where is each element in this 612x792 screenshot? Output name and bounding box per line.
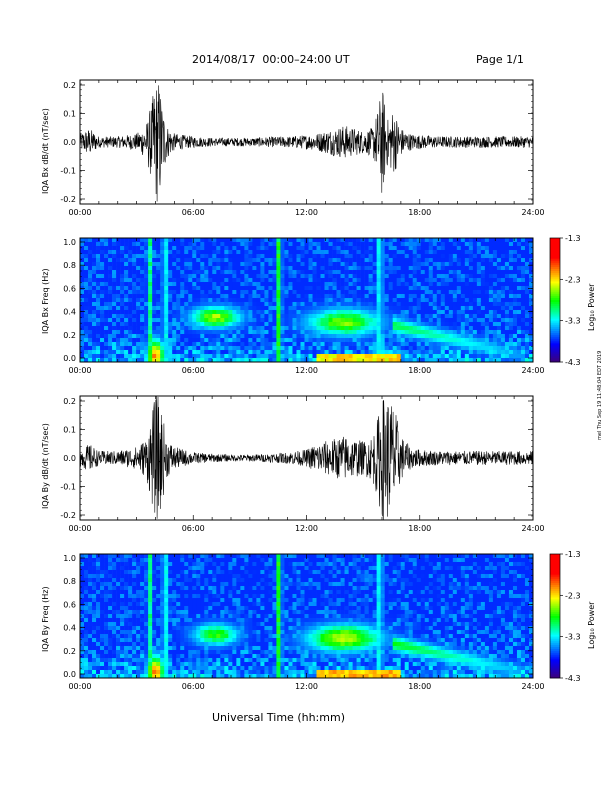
page-title: 2014/08/17 00:00–24:00 UT: [192, 53, 350, 66]
panel2-spectrogram: [80, 238, 534, 363]
panel4-ytick: 0.6: [63, 600, 76, 609]
colorbar-frame: [549, 553, 561, 679]
generation-stamp: mel Thu Sep 19 11:48:04 EDT 2019: [597, 350, 603, 440]
panel4-xtick: 00:00: [68, 682, 91, 691]
panel4-spectrogram: [80, 554, 534, 679]
panel1-ylabel: IQA Bx dB/dt (nT/sec): [41, 108, 50, 194]
panel4-xtick: 18:00: [408, 682, 431, 691]
panel3-trace: [79, 396, 534, 520]
panel4-xtick: 12:00: [295, 682, 318, 691]
panel2-ytick: 1.0: [63, 238, 76, 247]
panel1-axes: [79, 79, 534, 205]
panel2-axes: [79, 237, 534, 363]
x-axis-label: Universal Time (hh:mm): [212, 711, 345, 724]
panel3-ylabel: IQA By dB/dt (nT/sec): [41, 423, 50, 509]
panel2-xtick: 00:00: [68, 366, 91, 375]
panel3-ytick: -0.2: [60, 511, 76, 520]
panel3-xtick: 00:00: [68, 524, 91, 533]
panel3-xtick: 12:00: [295, 524, 318, 533]
panel3-timeseries: [79, 396, 534, 520]
colorbar-tick: -2.3: [565, 591, 581, 600]
colorbar-tick: -2.3: [565, 275, 581, 284]
panel2-ytick: 0.6: [63, 284, 76, 293]
panel1-ytick: -0.1: [60, 167, 76, 176]
panel4-xtick: 24:00: [521, 682, 544, 691]
page-number: Page 1/1: [476, 53, 524, 66]
panel1-xtick: 18:00: [408, 208, 431, 217]
panel3-xtick: 24:00: [521, 524, 544, 533]
panel1-ytick: 0.2: [63, 81, 76, 90]
panel3-ytick: 0.1: [63, 426, 76, 435]
panel4-ytick: 0.4: [63, 624, 76, 633]
panel2-colorbar: [549, 237, 563, 363]
panel3-xtick: 18:00: [408, 524, 431, 533]
panel2-ytick: 0.4: [63, 308, 76, 317]
panel2-ytick: 0.8: [63, 261, 76, 270]
panel2-xtick: 06:00: [182, 366, 205, 375]
colorbar-frame: [549, 237, 561, 363]
panel4-colorbar: [549, 553, 563, 679]
panel1-trace: [79, 85, 534, 202]
colorbar-tick: -3.3: [565, 633, 581, 642]
panel1-ytick: 0.0: [63, 138, 76, 147]
panel1-timeseries: [79, 85, 534, 202]
panel4-ylabel: IQA By Freq (Hz): [41, 586, 50, 652]
colorbar1-title: Log₁₀ Power: [587, 283, 596, 331]
colorbar-tick: -4.3: [565, 358, 581, 367]
panel4-ytick: 0.2: [63, 647, 76, 656]
panel2-xtick: 12:00: [295, 366, 318, 375]
colorbar2-title: Log₁₀ Power: [587, 601, 596, 649]
panel4-ytick: 1.0: [63, 554, 76, 563]
panel3-axes: [79, 395, 534, 521]
panel4-xtick: 06:00: [182, 682, 205, 691]
panel1-ytick: -0.2: [60, 195, 76, 204]
panel4-ytick: 0.8: [63, 577, 76, 586]
panel2-ytick: 0.0: [63, 354, 76, 363]
colorbar-tick: -3.3: [565, 317, 581, 326]
panel3-xtick: 06:00: [182, 524, 205, 533]
panel4-axes: [79, 553, 534, 679]
panel1-xtick: 12:00: [295, 208, 318, 217]
colorbar-tick: -4.3: [565, 674, 581, 683]
panel3-ytick: 0.2: [63, 397, 76, 406]
colorbar-tick: -1.3: [565, 550, 581, 559]
panel1-xtick: 00:00: [68, 208, 91, 217]
panel1-ytick: 0.1: [63, 110, 76, 119]
panel2-ytick: 0.2: [63, 331, 76, 340]
panel2-xtick: 18:00: [408, 366, 431, 375]
panel1-xtick: 24:00: [521, 208, 544, 217]
panel1-xtick: 06:00: [182, 208, 205, 217]
colorbar-tick: -1.3: [565, 234, 581, 243]
panel3-ytick: -0.1: [60, 483, 76, 492]
panel4-ytick: 0.0: [63, 670, 76, 679]
panel2-ylabel: IQA Bx Freq (Hz): [41, 268, 50, 334]
panel3-ytick: 0.0: [63, 454, 76, 463]
panel2-xtick: 24:00: [521, 366, 544, 375]
